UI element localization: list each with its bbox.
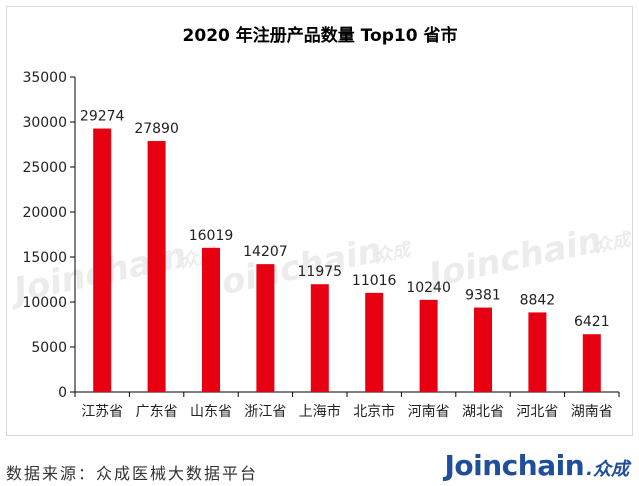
logo-wordmark: Joinchain xyxy=(444,449,585,482)
bar xyxy=(419,299,438,392)
data-label: 11975 xyxy=(298,264,343,280)
y-tick-label: 0 xyxy=(58,385,67,401)
data-label: 29274 xyxy=(80,109,125,125)
logo-suffix: .众成 xyxy=(586,459,629,480)
data-label: 6421 xyxy=(574,314,610,330)
bar-series xyxy=(93,128,601,392)
data-labels: 29274 27890 16019 14207 11975 11016 10240 9381 8… xyxy=(80,109,610,331)
y-tick-label: 30000 xyxy=(22,115,67,131)
y-tick-label: 10000 xyxy=(22,295,67,311)
x-tick-label: 山东省 xyxy=(190,404,232,420)
x-tick-label: 河南省 xyxy=(408,404,450,420)
data-label: 8842 xyxy=(520,292,556,308)
x-tick-label: 河北省 xyxy=(516,404,558,420)
y-tick-label: 5000 xyxy=(31,340,67,356)
y-tick-label: 35000 xyxy=(22,70,67,86)
bar-chart: Joinchain .众成 Joinchain .众成 Joinchain .众… xyxy=(7,25,634,420)
chart-frame: Joinchain .众成 Joinchain .众成 Joinchain .众… xyxy=(6,6,634,436)
x-tick-label: 浙江省 xyxy=(244,404,286,420)
bar xyxy=(93,128,112,392)
chart-title: 2020 年注册产品数量 Top10 省市 xyxy=(183,25,458,46)
bar xyxy=(310,284,329,392)
bar xyxy=(256,264,275,392)
data-label: 14207 xyxy=(243,244,288,260)
bar xyxy=(528,312,547,392)
bar xyxy=(474,307,492,392)
x-tick-label: 江苏省 xyxy=(81,404,123,420)
x-tick-label: 湖南省 xyxy=(571,404,613,420)
bar xyxy=(582,334,601,392)
y-axis: 0 5000 10000 15000 20000 25000 30000 35000 xyxy=(22,70,76,401)
data-label: 27890 xyxy=(134,121,179,137)
y-tick-label: 20000 xyxy=(22,205,67,221)
y-tick-label: 15000 xyxy=(22,250,67,266)
y-tick-label: 25000 xyxy=(22,160,67,176)
bar xyxy=(147,140,166,392)
x-tick-label: 湖北省 xyxy=(462,404,504,420)
bar xyxy=(202,247,220,392)
data-label: 9381 xyxy=(465,288,501,304)
data-label: 10240 xyxy=(406,280,451,296)
data-source-note: 数据来源：众成医械大数据平台 xyxy=(6,464,259,483)
x-tick-label: 北京市 xyxy=(353,403,395,420)
bar xyxy=(365,292,384,392)
data-label: 16019 xyxy=(189,228,234,244)
data-label: 11016 xyxy=(352,273,397,289)
x-tick-label: 广东省 xyxy=(136,404,178,420)
brand-logo: Joinchain .众成 xyxy=(444,449,630,482)
x-axis: 江苏省 广东省 山东省 浙江省 上海市 北京市 河南省 湖北省 河北省 湖南省 xyxy=(74,391,620,420)
x-tick-label: 上海市 xyxy=(299,403,341,420)
